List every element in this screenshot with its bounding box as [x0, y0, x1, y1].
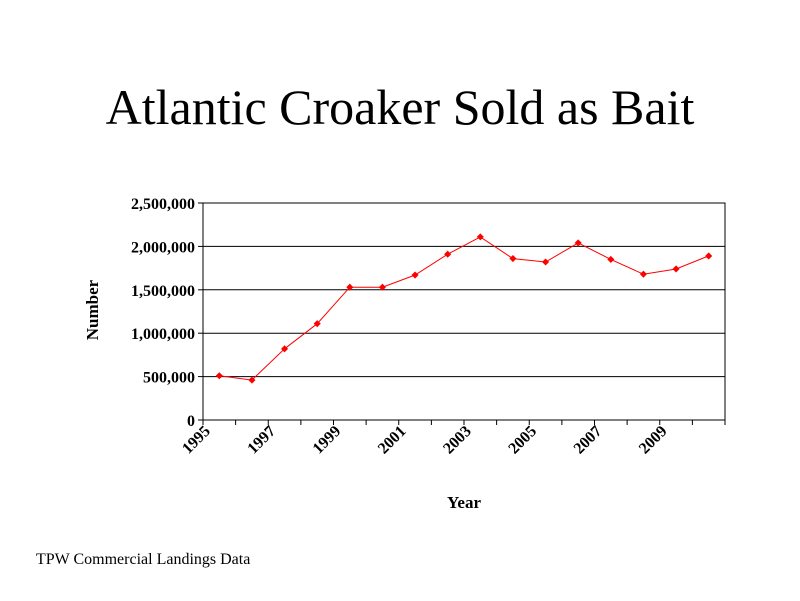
x-tick-label: 2001 — [375, 423, 410, 458]
x-tick-label: 2007 — [571, 423, 606, 458]
y-tick-label: 2,500,000 — [131, 196, 195, 213]
x-tick-label: 1999 — [310, 423, 345, 458]
data-point — [509, 255, 517, 263]
y-tick-label: 1,500,000 — [131, 283, 195, 300]
x-tick-label: 2003 — [440, 423, 475, 458]
data-point — [607, 255, 615, 263]
data-point — [476, 233, 484, 241]
data-point — [705, 252, 713, 260]
data-point — [542, 258, 550, 266]
series-line — [219, 236, 709, 381]
y-axis: 0 500,000 1,000,000 1,500,000 2,000,000 2,500… — [131, 196, 203, 430]
source-note: TPW Commercial Landings Data — [36, 551, 251, 568]
data-point — [313, 320, 321, 328]
data-point — [411, 271, 419, 279]
slide-title: Atlantic Croaker Sold as Bait — [105, 79, 695, 135]
x-tick-label: 1997 — [244, 423, 279, 458]
gridlines — [203, 245, 725, 378]
y-axis-label: Number — [83, 279, 102, 340]
x-axis: 1995 1997 1999 2001 2003 2005 2007 2009 — [179, 420, 726, 458]
data-point — [215, 372, 223, 380]
data-point — [672, 265, 680, 273]
x-tick-label: 1995 — [179, 423, 214, 458]
line-chart: 0 500,000 1,000,000 1,500,000 2,000,000 2,500… — [83, 196, 726, 512]
data-point — [248, 376, 256, 384]
y-tick-label: 0 — [187, 413, 195, 430]
x-axis-label: Year — [447, 493, 481, 512]
x-tick-label: 2005 — [505, 423, 540, 458]
x-tick-label: 2009 — [636, 423, 671, 458]
data-point — [444, 250, 452, 258]
y-tick-label: 1,000,000 — [131, 326, 195, 343]
y-tick-label: 500,000 — [143, 370, 195, 387]
series — [215, 233, 713, 384]
data-point — [639, 270, 647, 278]
data-point — [346, 283, 354, 291]
plot-frame — [202, 202, 726, 421]
chart: 0 500,000 1,000,000 1,500,000 2,000,000 2,500… — [0, 180, 800, 520]
y-tick-label: 2,000,000 — [131, 239, 195, 256]
data-point — [281, 345, 289, 353]
data-point — [574, 239, 582, 247]
data-point — [378, 283, 386, 291]
